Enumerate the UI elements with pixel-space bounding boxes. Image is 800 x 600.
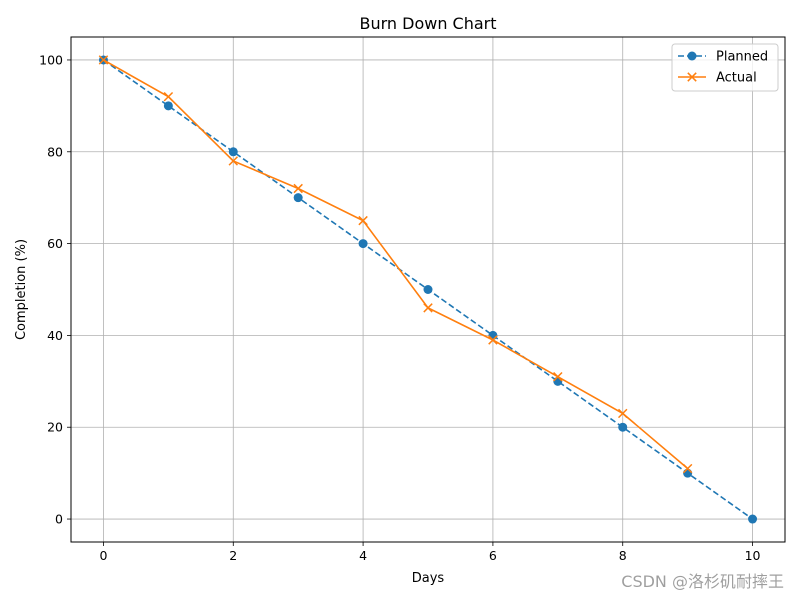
x-tick-label: 2: [229, 548, 237, 563]
actual-point: [228, 156, 239, 166]
series-layer: [98, 55, 758, 524]
y-tick-label: 60: [47, 236, 63, 251]
chart-title: Burn Down Chart: [359, 14, 496, 33]
planned-point: [748, 514, 758, 524]
planned-series: [98, 55, 758, 524]
y-tick-label: 20: [47, 420, 63, 435]
x-tick-label: 0: [99, 548, 107, 563]
actual-line: [103, 59, 689, 470]
actual-series: [98, 55, 693, 474]
actual-point: [98, 55, 109, 65]
actual-point: [488, 335, 498, 345]
x-tick-label: 10: [745, 548, 761, 563]
planned-point: [163, 101, 173, 111]
planned-point: [683, 468, 693, 478]
x-tick-label: 8: [619, 548, 627, 563]
planned-point: [618, 422, 628, 432]
actual-point: [553, 371, 563, 382]
actual-point: [358, 215, 368, 226]
y-tick-label: 80: [47, 144, 63, 159]
legend-actual-point: [687, 72, 697, 82]
y-tick-label: 100: [39, 52, 63, 67]
y-axis-label: Completion (%): [14, 239, 29, 340]
actual-point: [293, 183, 303, 194]
actual-point: [423, 303, 433, 313]
actual-point: [163, 91, 174, 102]
x-tick-label: 4: [359, 548, 367, 563]
watermark: CSDN @洛杉矶耐摔王: [621, 572, 784, 591]
y-tick-label: 40: [47, 328, 63, 343]
legend-entry-planned: Planned: [678, 50, 768, 65]
planned-point: [293, 193, 303, 203]
plot-frame: [70, 36, 786, 543]
legend-entry-actual: Actual: [678, 71, 757, 86]
legend-label-actual: Actual: [716, 71, 757, 86]
actual-point: [682, 463, 693, 474]
legend-label-planned: Planned: [716, 50, 768, 65]
y-tick-label: 0: [55, 512, 63, 527]
planned-point: [228, 147, 238, 157]
x-tick-label: 6: [489, 548, 497, 563]
legend-planned-point: [687, 51, 697, 61]
grid: [71, 37, 785, 542]
actual-point: [617, 408, 628, 419]
planned-point: [423, 285, 433, 294]
planned-point: [358, 239, 368, 249]
x-axis-label: Days: [412, 571, 445, 586]
legend: Planned Actual: [671, 43, 779, 92]
